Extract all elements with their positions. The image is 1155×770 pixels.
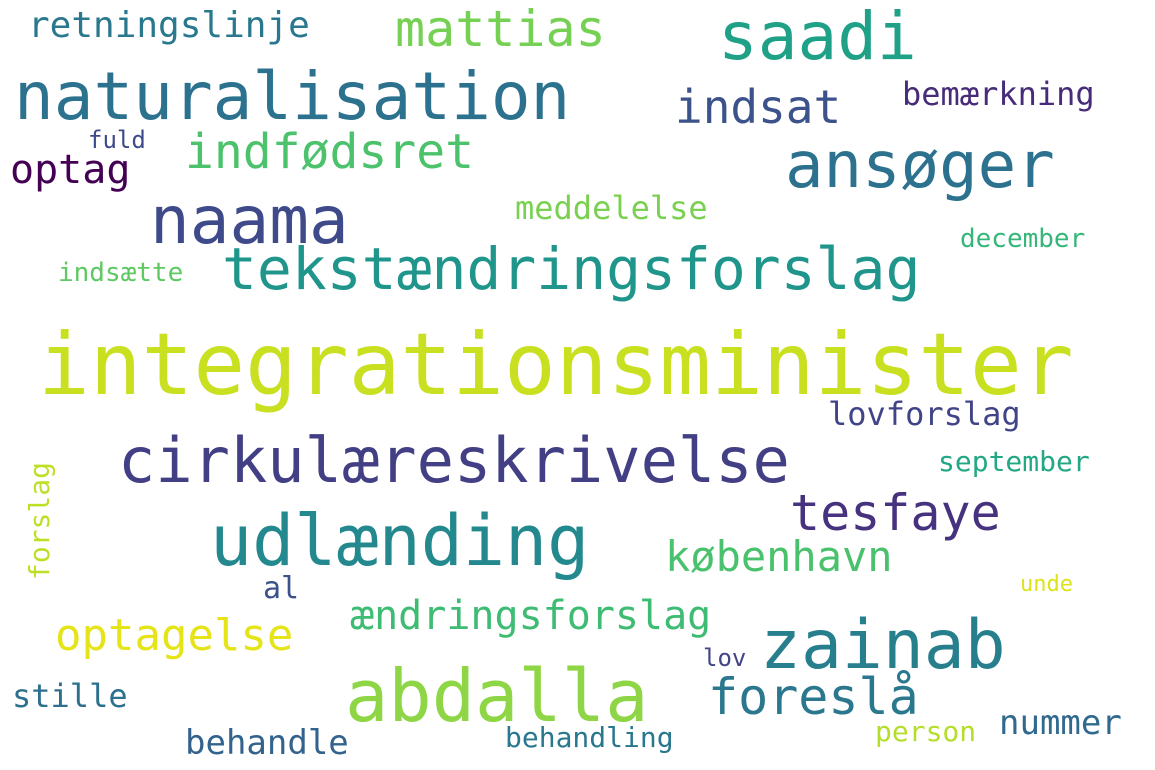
word: tesfaye <box>790 484 1001 542</box>
word: indsætte <box>58 258 184 288</box>
word: fuld <box>88 126 146 154</box>
word: integrationsminister <box>38 315 1074 415</box>
word: foreslå <box>708 668 919 726</box>
word: indsat <box>675 80 842 134</box>
word: cirkulæreskrivelse <box>118 424 790 497</box>
word: unde <box>1020 572 1073 597</box>
word: meddelelse <box>515 189 708 227</box>
word: naturalisation <box>14 58 571 135</box>
word: indfødsret <box>185 124 474 180</box>
word: saadi <box>718 0 917 75</box>
word: person <box>875 715 977 748</box>
word: lovforslag <box>828 395 1021 433</box>
word: mattias <box>395 0 606 58</box>
word: tekstændringsforslag <box>222 235 921 303</box>
word: optagelse <box>55 610 294 661</box>
word: behandling <box>505 721 674 754</box>
word: bemærkning <box>902 75 1095 113</box>
word: københavn <box>665 532 893 581</box>
word: december <box>960 224 1086 254</box>
word: optag <box>10 147 131 193</box>
word: abdalla <box>345 654 649 738</box>
word: nummer <box>999 703 1122 743</box>
word: forslag <box>23 462 56 581</box>
word: ansøger <box>785 129 1055 203</box>
word: lov <box>703 644 747 672</box>
word: al <box>263 571 300 606</box>
word: naama <box>150 182 349 259</box>
word: zainab <box>760 606 1006 685</box>
word: retningslinje <box>28 5 310 46</box>
word: ændringsforslag <box>350 593 712 639</box>
word: stille <box>12 677 128 715</box>
word: udlænding <box>210 500 590 582</box>
word: behandle <box>185 723 349 763</box>
word: september <box>938 445 1090 478</box>
